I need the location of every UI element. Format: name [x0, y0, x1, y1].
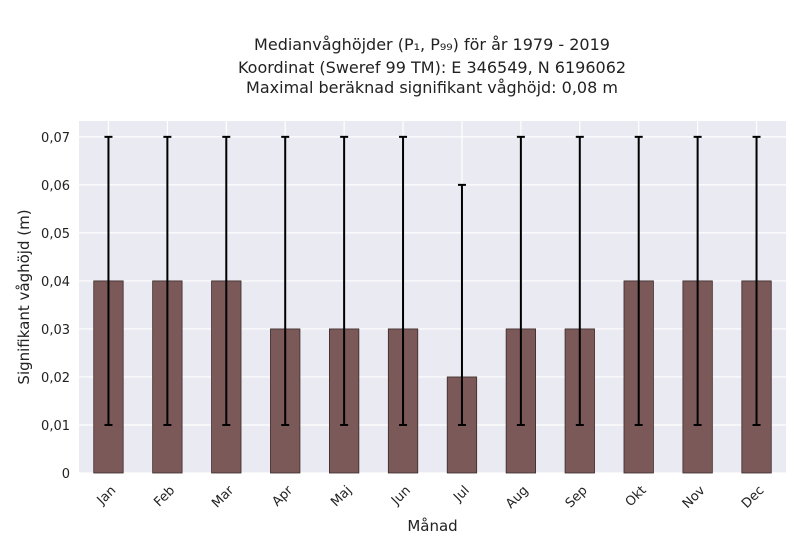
error-bar-okt — [634, 135, 643, 426]
x-tick-label: Apr — [270, 483, 297, 510]
error-bar-mar — [222, 135, 231, 426]
x-tick-label: Jul — [450, 483, 472, 505]
chart-title-line-1: Medianvåghöjder (P₁, P₉₉) för år 1979 - … — [254, 35, 610, 54]
x-tick-label: Jan — [94, 483, 119, 508]
error-bar-sep — [575, 135, 584, 426]
error-bar-dec — [752, 135, 761, 426]
x-axis-label: Månad — [407, 517, 457, 535]
error-bar-maj — [340, 135, 349, 426]
x-tick-label: Feb — [151, 483, 178, 510]
y-tick-label: 0 — [62, 467, 70, 482]
y-tick-label: 0,07 — [41, 131, 70, 146]
plot-area — [79, 121, 786, 473]
y-axis-label: Signifikant våghöjd (m) — [15, 209, 33, 384]
x-tick-label: Dec — [739, 483, 767, 511]
error-bar-aug — [516, 135, 525, 426]
x-tick-label: Nov — [680, 483, 709, 512]
x-tick-label: Mar — [209, 483, 237, 511]
x-tick-label: Sep — [563, 483, 591, 511]
y-tick-label: 0,01 — [41, 419, 70, 434]
error-bar-apr — [281, 135, 290, 426]
error-bar-jan — [104, 135, 113, 426]
x-tick-label: Okt — [623, 483, 650, 510]
y-tick-label: 0,06 — [41, 179, 70, 194]
x-tick-label: Maj — [328, 483, 355, 510]
x-tick-label: Aug — [503, 483, 532, 512]
chart-title-line-3: Maximal beräknad signifikant våghöjd: 0,… — [246, 78, 618, 97]
y-tick-label: 0,03 — [41, 323, 70, 338]
x-axis-ticks: Jan Feb Mar Apr Maj Jun Jul Aug Sep Okt Nov Dec — [94, 483, 768, 512]
error-bar-jul — [457, 183, 466, 426]
error-bar-feb — [163, 135, 172, 426]
y-axis-ticks: 0 0,01 0,02 0,03 0,04 0,05 0,06 0,07 — [41, 131, 70, 482]
chart-title-line-2: Koordinat (Sweref 99 TM): E 346549, N 61… — [237, 58, 627, 77]
y-tick-label: 0,04 — [41, 275, 70, 290]
x-tick-label: Jun — [388, 483, 414, 509]
error-bar-nov — [693, 135, 702, 426]
y-tick-label: 0,02 — [41, 371, 70, 386]
error-bar-jun — [399, 135, 408, 426]
error-bars — [104, 135, 761, 426]
y-tick-label: 0,05 — [41, 227, 70, 242]
